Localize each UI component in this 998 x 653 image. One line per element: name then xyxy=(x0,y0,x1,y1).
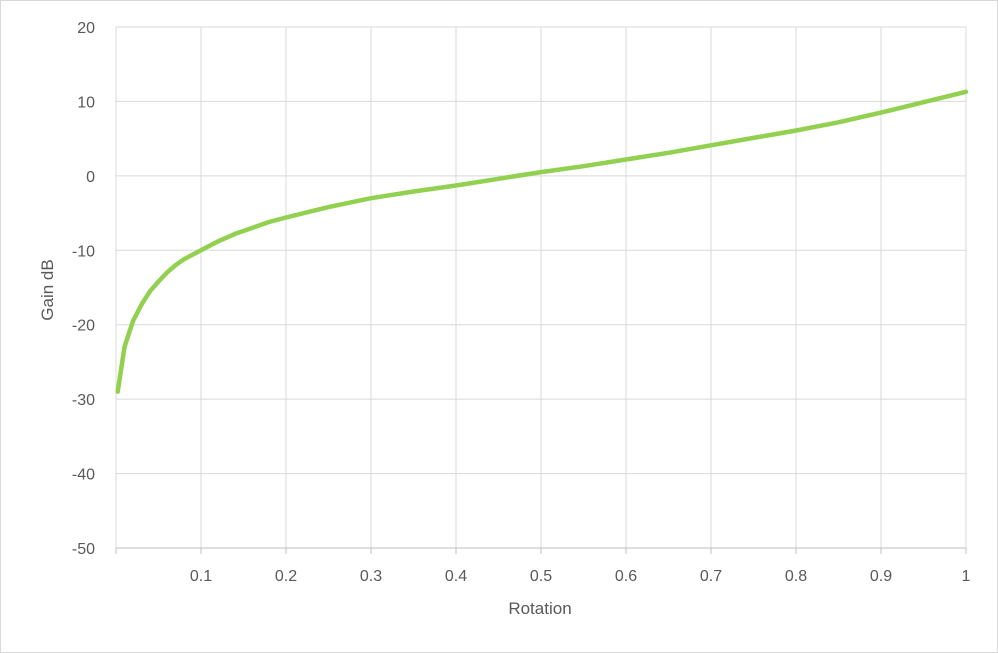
x-tick-label: 0.2 xyxy=(275,568,297,585)
y-axis-title: Gain dB xyxy=(38,259,57,320)
series-line-0 xyxy=(115,89,969,394)
y-tick-label: -40 xyxy=(72,467,95,484)
x-tick-label: 0.9 xyxy=(870,568,892,585)
axes xyxy=(115,27,967,554)
y-tick-label: -20 xyxy=(72,318,95,335)
series-layer xyxy=(115,89,969,394)
x-tick-label: 0.8 xyxy=(785,568,807,585)
y-tick-label: -10 xyxy=(72,243,95,260)
x-tick-label: 0.7 xyxy=(700,568,722,585)
y-tick-label: 20 xyxy=(77,20,95,37)
tick-labels: 20 10 0 -10 -20 -30 -40 -50 0.1 0.2 0.3 0.4 0.5 0.6 0.… xyxy=(72,20,971,585)
y-tick-label: 0 xyxy=(86,169,95,186)
x-tick-label: 0.6 xyxy=(615,568,637,585)
x-tick-label: 0.1 xyxy=(190,568,212,585)
y-tick-label: -30 xyxy=(72,392,95,409)
y-tick-label: 10 xyxy=(77,94,95,111)
x-tick-label: 1 xyxy=(962,568,971,585)
x-tick-label: 0.3 xyxy=(360,568,382,585)
x-axis-title: Rotation xyxy=(508,599,571,618)
grid-lines xyxy=(116,26,967,548)
y-tick-label: -50 xyxy=(72,541,95,558)
x-tick-label: 0.5 xyxy=(530,568,552,585)
x-tick-label: 0.4 xyxy=(445,568,467,585)
